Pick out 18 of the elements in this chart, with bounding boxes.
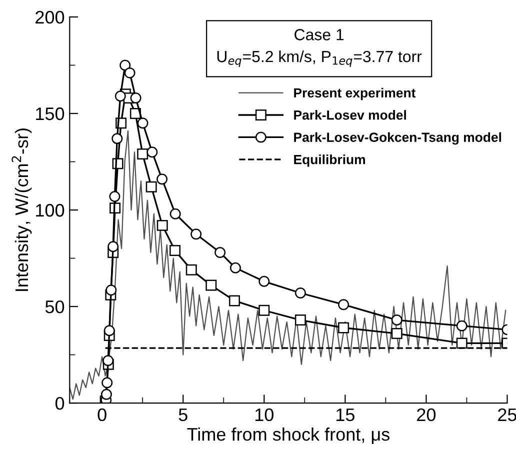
annotation: U$_{eq}$=5.2 km/s, P$_{1eq}$=3.77 torr <box>217 50 422 67</box>
y-tick-label: 0 <box>55 396 64 410</box>
legend-label: Equilibrium <box>294 154 365 167</box>
y-tick-label: 50 <box>45 300 64 314</box>
y-axis-title: Intensity, W/(cm$^{2}$-sr) <box>12 128 32 291</box>
legend-label: Park-Losev model <box>294 110 406 120</box>
annotation: Case 1 <box>294 29 344 40</box>
x-tick-label: 5 <box>178 408 188 422</box>
y-tick-label: 150 <box>36 107 64 120</box>
x-tick-label: 20 <box>417 408 436 422</box>
x-tick-label: 0 <box>98 408 106 422</box>
legend-label: Park-Losev-Gokcen-Tsang model <box>294 132 502 145</box>
legend-label: Present experiment <box>294 88 416 100</box>
x-tick-label: 10 <box>255 408 274 422</box>
x-tick-label: 15 <box>336 408 354 422</box>
y-tick-label: 100 <box>36 204 64 217</box>
x-axis-title: Time from shock front, μs <box>187 428 390 444</box>
y-tick-label: 200 <box>36 10 64 24</box>
